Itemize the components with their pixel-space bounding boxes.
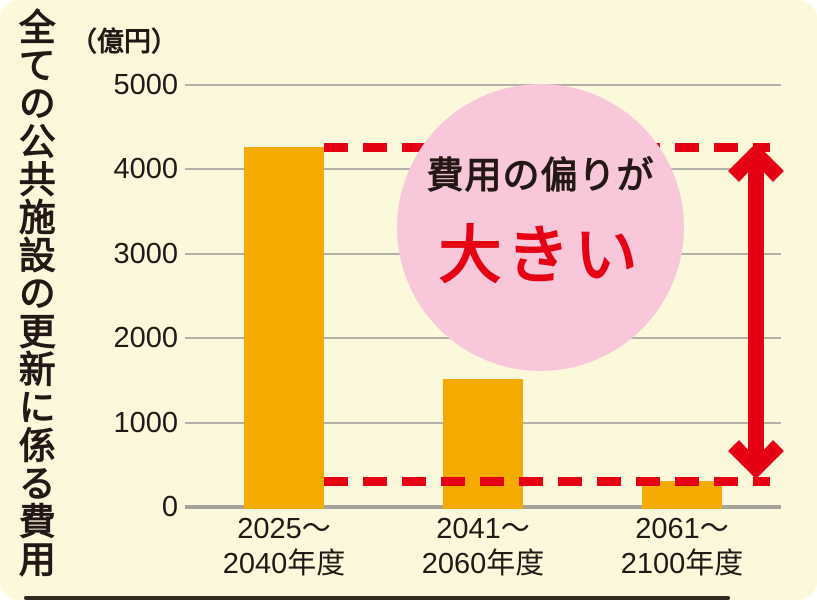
y-tick-label: 1000 [113,407,178,439]
y-tick-label: 4000 [113,153,178,185]
y-tick-label: 3000 [113,238,178,270]
frame-bottom-edge [24,596,730,600]
bar-2041～2060 [443,379,523,509]
y-tick-label: 0 [161,491,178,523]
x-axis-label: 2041～ 2060年度 [421,513,545,580]
axis-title-vertical: 全ての公共施設の更新に係る費用 [13,8,55,578]
bar-2025～2040 [244,147,324,509]
dashed-reference-line [324,477,770,486]
y-axis-unit-label: （億円） [70,27,178,57]
x-axis-label: 2025～ 2040年度 [222,513,346,580]
y-tick-label: 2000 [113,322,178,354]
annotation-text: 費用の偏りが [426,155,655,196]
annotation-circle: 費用の偏りが 大きい [397,84,684,371]
x-axis-label: 2061～ 2100年度 [620,513,744,580]
y-tick-label: 5000 [113,69,178,101]
range-arrow-icon [728,143,784,479]
gridline [185,84,781,86]
annotation-text-emphasis: 大きい [438,221,643,291]
